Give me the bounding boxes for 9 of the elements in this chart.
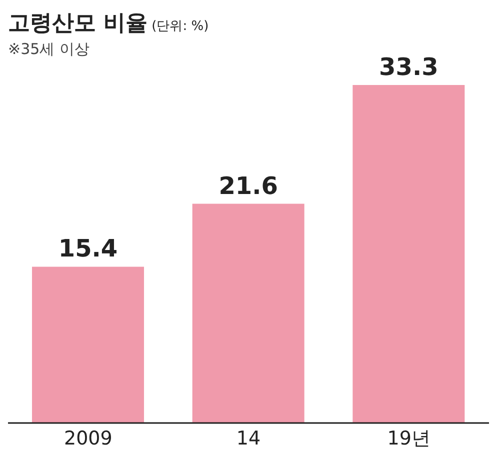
- x-tick-label: 2009: [64, 427, 112, 450]
- data-label: 21.6: [218, 172, 278, 200]
- x-tick-label: 19년: [387, 427, 430, 450]
- chart-title: 고령산모 비율: [8, 11, 148, 36]
- data-label: 15.4: [58, 234, 118, 263]
- x-tick-label: 14: [236, 427, 261, 450]
- chart-subtitle: (단위: %): [152, 19, 209, 34]
- text: ※35세 이상: [8, 40, 90, 59]
- data-label: 33.3: [379, 53, 438, 82]
